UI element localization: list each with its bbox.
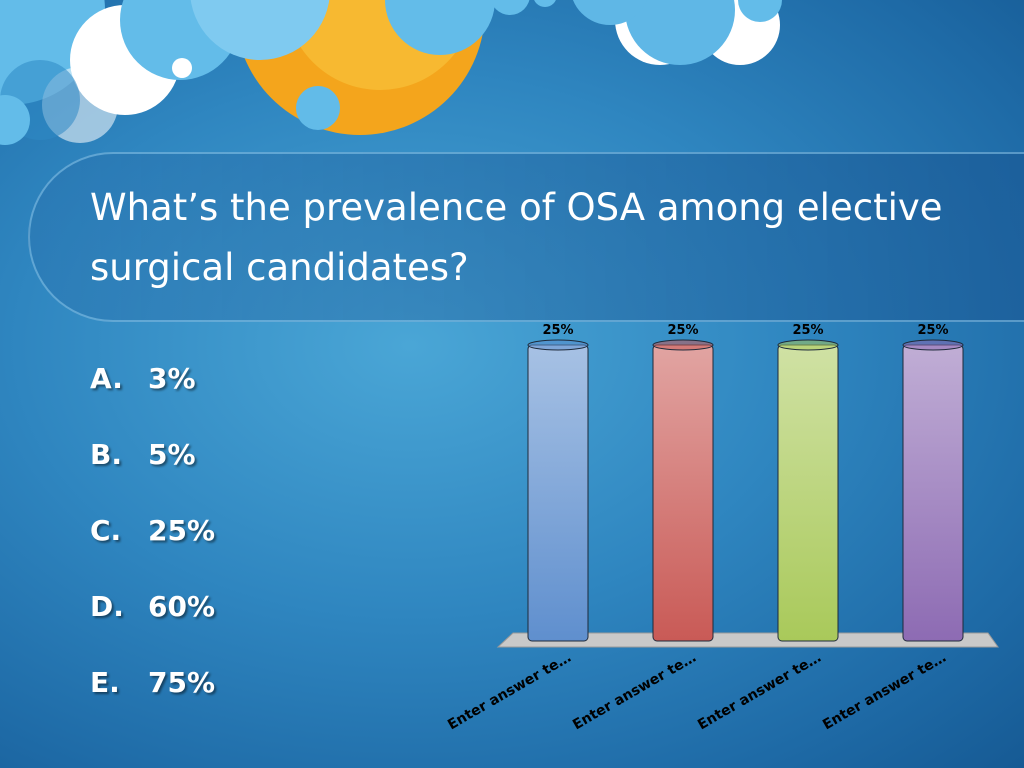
- title-band: [28, 152, 1024, 322]
- option-e: E. 75%: [90, 644, 215, 720]
- cloud-puff-dot: [172, 58, 192, 78]
- bar: [777, 344, 839, 642]
- category-tick-label: Enter answer te…: [695, 650, 824, 734]
- bar: [527, 344, 589, 642]
- bar: [652, 344, 714, 642]
- bar-value-label: 25%: [792, 323, 823, 338]
- category-tick-label: Enter answer te…: [570, 650, 699, 734]
- bar-top-cap: [527, 339, 589, 351]
- cloud-puff-small: [296, 86, 340, 130]
- bar-top-cap: [652, 339, 714, 351]
- option-text: 25%: [148, 513, 216, 547]
- option-letter: D.: [90, 589, 124, 623]
- question-title: What’s the prevalence of OSA among elect…: [90, 186, 943, 289]
- option-letter: B.: [90, 437, 122, 471]
- category-tick-label: Enter answer te…: [820, 650, 949, 734]
- cloud-left: [0, 0, 330, 145]
- bar: [902, 344, 964, 642]
- option-d: D. 60%: [90, 568, 215, 644]
- option-letter: C.: [90, 513, 122, 547]
- sky-decoration: [0, 0, 782, 145]
- bar-top-cap: [902, 339, 964, 351]
- option-text: 5%: [148, 437, 196, 471]
- bar-value-label: 25%: [917, 323, 948, 338]
- answer-options: A. 3% B. 5% C. 25% D. 60% E. 75%: [90, 340, 215, 720]
- bar-value-label: 25%: [667, 323, 698, 338]
- chart-floor: [496, 632, 999, 648]
- cloud-right: [572, 0, 782, 65]
- option-b: B. 5%: [90, 416, 215, 492]
- option-a: A. 3%: [90, 340, 215, 416]
- option-letter: A.: [90, 361, 123, 395]
- bar-value-label: 25%: [542, 323, 573, 338]
- option-text: 3%: [148, 361, 196, 395]
- cloud-center: [385, 0, 556, 55]
- option-text: 60%: [148, 589, 216, 623]
- bar-top-cap: [777, 339, 839, 351]
- option-text: 75%: [148, 665, 216, 699]
- option-c: C. 25%: [90, 492, 215, 568]
- category-tick-label: Enter answer te…: [445, 650, 574, 734]
- option-letter: E.: [90, 665, 120, 699]
